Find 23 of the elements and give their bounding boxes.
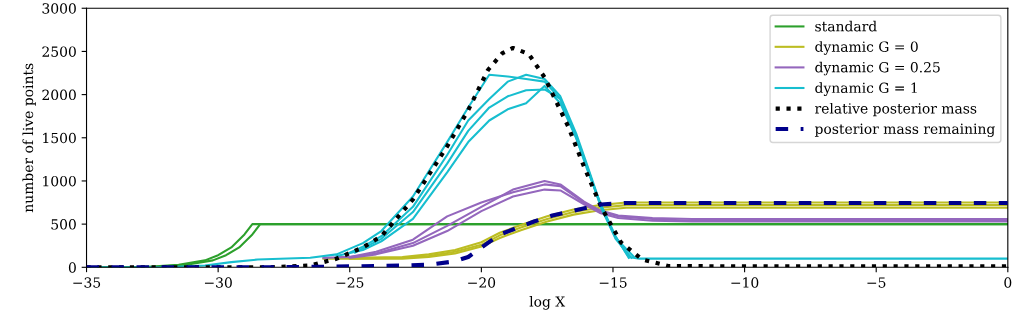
x-tick-label: −10 xyxy=(731,277,759,288)
y-tick-label: 1500 xyxy=(43,132,76,144)
x-tick-label: −15 xyxy=(599,277,627,288)
y-tick-label: 3000 xyxy=(42,3,76,14)
legend-label: relative posterior mass xyxy=(815,102,977,117)
x-tick-label: −30 xyxy=(204,277,232,288)
y-tick-label: 2500 xyxy=(42,46,76,57)
x-tick-label: −25 xyxy=(336,277,364,288)
y-tick-label: 1000 xyxy=(43,175,76,187)
x-tick-label: −35 xyxy=(73,277,101,288)
y-tick-label: 500 xyxy=(51,219,76,230)
x-tick-label: −5 xyxy=(867,277,886,288)
y-tick-label: 0 xyxy=(68,262,76,273)
legend-label: standard xyxy=(815,20,877,32)
y-axis-title: number of live points xyxy=(22,63,36,213)
x-tick-label: −20 xyxy=(468,277,496,288)
legend-label: dynamic G = 0 xyxy=(815,41,918,55)
legend-label: posterior mass remaining xyxy=(814,123,995,137)
legend-label: dynamic G = 1 xyxy=(815,82,917,96)
x-tick-label: 0 xyxy=(1004,277,1012,288)
legend-label: dynamic G = 0.25 xyxy=(815,61,940,76)
x-axis-title: log X xyxy=(529,296,566,310)
y-tick-label: 2000 xyxy=(42,89,76,101)
